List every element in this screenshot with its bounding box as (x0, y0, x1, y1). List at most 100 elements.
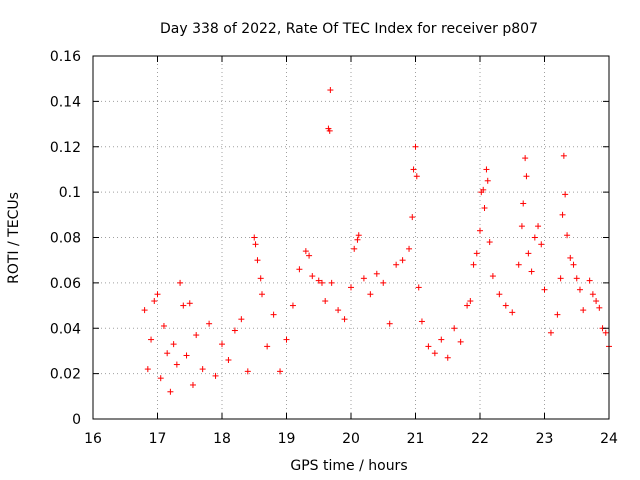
data-point (477, 227, 483, 234)
x-tick-label: 23 (536, 431, 554, 447)
data-point (409, 214, 416, 221)
data-point (481, 205, 488, 212)
data-point (520, 200, 527, 207)
data-point (144, 366, 151, 373)
data-point (189, 381, 196, 388)
data-point (206, 320, 213, 327)
data-point (559, 211, 566, 218)
data-point (238, 316, 245, 323)
data-point (327, 87, 334, 94)
data-point (157, 375, 164, 382)
data-point (212, 372, 219, 379)
data-point (160, 322, 167, 329)
data-point (322, 298, 329, 305)
y-tick-label: 0 (72, 412, 81, 428)
y-tick-label: 0.06 (50, 276, 81, 292)
y-tick-label: 0.14 (50, 94, 81, 110)
data-point (576, 286, 583, 293)
data-point (326, 127, 333, 134)
data-point (431, 350, 438, 357)
data-point (480, 186, 487, 193)
data-point (177, 279, 184, 286)
y-axis-title: ROTI / TECUs (6, 192, 22, 284)
data-point (406, 245, 413, 252)
data-point (502, 302, 509, 309)
x-tick-label: 21 (407, 431, 425, 447)
data-point (470, 261, 477, 268)
data-point (593, 298, 600, 305)
data-point (257, 275, 264, 282)
data-point (438, 336, 445, 343)
data-point (457, 338, 464, 345)
data-point (302, 248, 309, 255)
data-point (523, 173, 530, 180)
x-tick-label: 20 (342, 431, 360, 447)
data-point (589, 291, 596, 298)
data-point (467, 298, 474, 305)
data-point (538, 241, 545, 248)
data-point (251, 234, 258, 241)
data-point (225, 357, 232, 364)
data-point (573, 275, 580, 282)
data-point (296, 266, 303, 273)
data-point (309, 273, 316, 280)
x-tick-label: 18 (213, 431, 231, 447)
data-point (354, 236, 361, 243)
data-point (373, 270, 380, 277)
data-point (451, 325, 458, 332)
data-point (173, 361, 180, 368)
data-point (547, 329, 554, 336)
y-tick-label: 0.08 (50, 231, 81, 247)
data-point (464, 302, 471, 309)
data-point (541, 286, 548, 293)
data-point (483, 166, 490, 173)
x-tick-label: 24 (600, 431, 618, 447)
data-point (367, 291, 374, 298)
data-point (254, 257, 261, 264)
data-point (341, 316, 348, 323)
data-point (484, 177, 491, 184)
axis-ticks: 16 17 18 19 20 21 22 23 24 0 0.02 0.04 0.06 0.08 0.1 0.… (50, 49, 618, 447)
x-tick-label: 16 (84, 431, 102, 447)
grid-lines (93, 56, 609, 419)
data-point (193, 332, 200, 339)
x-tick-label: 17 (149, 431, 167, 447)
data-point (557, 275, 564, 282)
data-point (562, 191, 569, 198)
data-point (425, 343, 432, 350)
data-point (509, 309, 516, 316)
data-point (151, 298, 158, 305)
data-point (415, 284, 422, 291)
data-point (418, 318, 425, 325)
data-point (518, 223, 525, 230)
data-point (348, 284, 354, 291)
data-point (473, 250, 480, 257)
data-point (231, 327, 238, 334)
data-points (141, 87, 612, 395)
data-point (525, 250, 532, 257)
data-point (564, 232, 571, 239)
data-point (244, 368, 251, 375)
data-point (412, 143, 419, 150)
data-point (252, 241, 259, 248)
data-point (489, 273, 496, 280)
data-point (180, 302, 187, 309)
data-point (531, 234, 538, 241)
data-point (170, 341, 177, 348)
data-point (264, 343, 271, 350)
data-point (141, 307, 148, 314)
data-point (522, 155, 529, 162)
data-point (580, 307, 587, 314)
data-point (535, 223, 542, 230)
y-tick-label: 0.12 (50, 140, 81, 156)
data-point (567, 254, 574, 261)
data-point (399, 257, 406, 264)
y-tick-label: 0.02 (50, 367, 81, 383)
y-tick-label: 0.16 (50, 49, 81, 65)
data-point (602, 329, 609, 336)
y-tick-label: 0.1 (59, 185, 81, 201)
data-point (496, 291, 503, 298)
data-point (154, 291, 161, 298)
data-point (335, 307, 342, 314)
data-point (355, 232, 362, 239)
